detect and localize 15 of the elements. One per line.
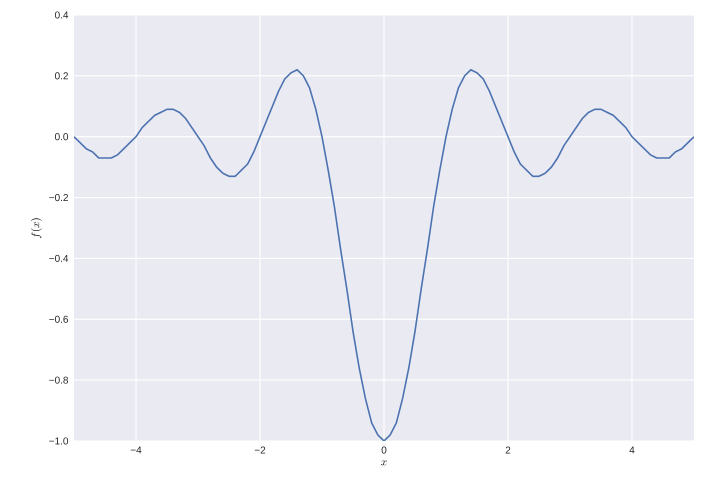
x-tick-label: 0 <box>382 446 386 454</box>
y-tick-label: −0.8 <box>49 376 68 384</box>
y-tick-label: −0.4 <box>49 254 68 262</box>
x-axis-title: $x$ <box>381 460 387 466</box>
y-tick-label: −0.6 <box>49 316 68 323</box>
y-axis-title: $f(x)$ <box>30 218 42 238</box>
y-tick-label: 0.2 <box>54 72 68 80</box>
y-tick-label: −1.0 <box>49 437 68 445</box>
y-tick-label: 0.4 <box>54 11 68 19</box>
x-tick-label: −4 <box>130 446 142 454</box>
y-tick-label: 0.0 <box>54 133 68 140</box>
x-tick-label: 2 <box>506 446 510 454</box>
x-tick-label: 4 <box>629 446 634 454</box>
y-tick-label: −0.2 <box>49 194 68 202</box>
x-tick-label: −2 <box>254 446 266 454</box>
